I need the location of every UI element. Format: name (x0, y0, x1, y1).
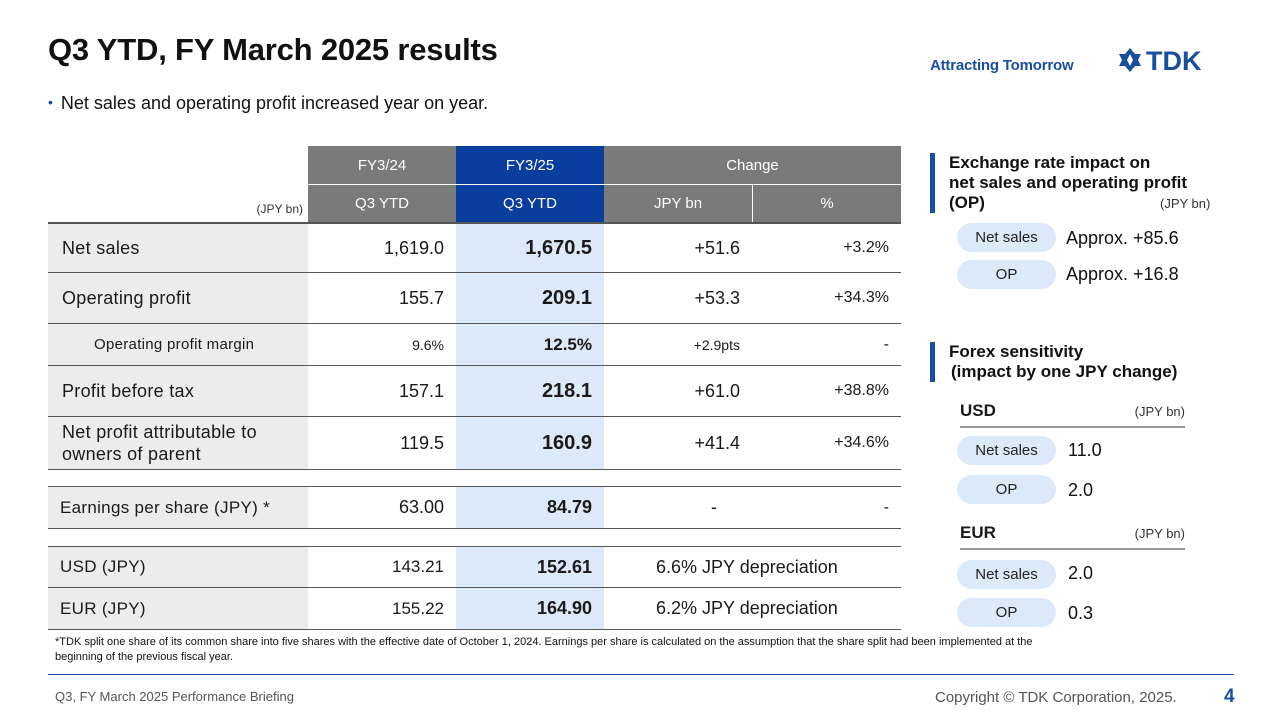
eur-unit: (JPY bn) (1134, 526, 1185, 541)
cell-change-bn: +2.9pts (693, 336, 740, 353)
cell-fy24: 155.7 (398, 287, 444, 308)
usd-net-sales-value: 11.0 (1068, 440, 1102, 460)
cell-fy24: 143.21 (392, 557, 444, 576)
cell-change-pct: +38.8% (834, 382, 889, 399)
forex-title: Forex sensitivity (impact by one JPY cha… (930, 342, 1177, 382)
cell-fy24: 9.6% (412, 336, 444, 353)
usd-op-pill: OP (957, 475, 1056, 504)
cell-fy24: 63.00 (398, 497, 444, 517)
page-title: Q3 YTD, FY March 2025 results (48, 32, 498, 67)
usd-op-value: 2.0 (1068, 480, 1094, 500)
cell-fy25: 152.61 (456, 547, 604, 587)
eur-op-value: 0.3 (1068, 603, 1094, 623)
exchange-impact-title: Exchange rate impact on net sales and op… (930, 153, 1187, 213)
cell-fy25: 218.1 (456, 366, 604, 416)
exchange-unit: (JPY bn) (1160, 196, 1211, 211)
row-label: Net profit attributable to owners of par… (48, 417, 298, 469)
cell-fy25: 209.1 (456, 273, 604, 323)
table-row: Net sales 1,619.0 1,670.5 +51.6 +3.2% (48, 222, 901, 273)
cell-change-bn: +53.3 (694, 287, 740, 308)
usd-name: USD (960, 401, 996, 420)
cell-fy25: 84.79 (456, 487, 604, 528)
table-row: Profit before tax 157.1 218.1 +61.0 +38.… (48, 366, 901, 417)
header-change: Change (604, 146, 901, 184)
cell-fy25: 12.5% (456, 324, 604, 365)
exchange-op-value: Approx. +16.8 (1066, 264, 1179, 284)
subheader-fy24: Q3 YTD (308, 184, 456, 222)
table-unit: (JPY bn) (256, 202, 303, 216)
cell-fy25: 1,670.5 (456, 224, 604, 272)
subheader-pct: % (752, 184, 901, 222)
cell-fy24: 1,619.0 (383, 237, 444, 258)
cell-fy24: 157.1 (398, 380, 444, 401)
cell-change-pct: - (883, 335, 889, 353)
forex-title-line1: Forex sensitivity (949, 342, 1084, 361)
exchange-title-line3: (OP) (949, 193, 985, 212)
summary-text: Net sales and operating profit increased… (60, 93, 489, 113)
eur-net-sales-pill: Net sales (957, 560, 1056, 589)
bullet-icon: • (48, 94, 53, 110)
row-label: Net sales (48, 224, 308, 272)
cell-change-pct: - (883, 498, 889, 516)
footer-briefing-title: Q3, FY March 2025 Performance Briefing (55, 689, 294, 704)
subheader-fy25: Q3 YTD (456, 184, 604, 222)
tdk-logo: TDK (1119, 46, 1202, 74)
footnote: *TDK split one share of its common share… (55, 636, 1033, 663)
cell-fy24: 119.5 (400, 432, 444, 453)
row-label: Operating profit margin (48, 324, 308, 365)
exchange-title-line2: net sales and operating profit (949, 173, 1188, 192)
cell-change-bn: +51.6 (694, 237, 740, 258)
exchange-op-pill: OP (957, 260, 1056, 289)
cell-change-text: 6.2% JPY depreciation (656, 598, 838, 618)
table-header-row-1: FY3/24 FY3/25 Change (48, 146, 901, 184)
row-label: Earnings per share (JPY) * (48, 487, 308, 528)
usd-header: USD (JPY bn) (960, 401, 1185, 428)
cell-change-bn: +61.0 (694, 380, 740, 401)
row-label: Profit before tax (48, 366, 308, 416)
table-row: Earnings per share (JPY) * 63.00 84.79 -… (48, 486, 901, 529)
cell-change-text: 6.6% JPY depreciation (656, 556, 838, 577)
label-pad (298, 417, 308, 469)
exchange-net-sales-pill: Net sales (957, 223, 1056, 252)
cell-change-pct: +34.6% (834, 434, 889, 451)
row-label: USD (JPY) (48, 547, 308, 587)
tagline: Attracting Tomorrow (930, 57, 1074, 74)
table-header-row-2: (JPY bn) Q3 YTD Q3 YTD JPY bn % (48, 184, 901, 222)
usd-net-sales-pill: Net sales (957, 436, 1056, 465)
eur-name: EUR (960, 523, 996, 542)
usd-unit: (JPY bn) (1134, 404, 1185, 419)
cell-fy25: 164.90 (456, 588, 604, 629)
cell-change-pct: +34.3% (834, 289, 889, 306)
row-label: EUR (JPY) (48, 588, 308, 629)
table-row: USD (JPY) 143.21 152.61 6.6% JPY depreci… (48, 546, 901, 588)
cell-change-bn: +41.4 (694, 432, 740, 453)
table-row: Operating profit 155.7 209.1 +53.3 +34.3… (48, 273, 901, 324)
logo-text: TDK (1146, 46, 1202, 74)
table-row: Operating profit margin 9.6% 12.5% +2.9p… (48, 324, 901, 366)
subheader-jpy-bn: JPY bn (604, 184, 752, 222)
cell-change-bn: - (711, 497, 717, 517)
footer-divider (48, 674, 1234, 675)
row-label: Operating profit (48, 273, 308, 323)
cell-change-pct: +3.2% (843, 239, 889, 256)
cell-fy24: 155.22 (392, 598, 444, 618)
cell-fy25: 160.9 (456, 417, 604, 469)
summary-bullet: • Net sales and operating profit increase… (48, 93, 488, 114)
forex-title-line2: (impact by one JPY change) (951, 362, 1178, 381)
exchange-net-sales-value: Approx. +85.6 (1066, 228, 1179, 248)
exchange-title-line1: Exchange rate impact on (949, 153, 1151, 172)
header-fy24: FY3/24 (308, 146, 456, 184)
eur-net-sales-value: 2.0 (1068, 563, 1094, 583)
eur-op-pill: OP (957, 598, 1056, 627)
table-row: Net profit attributable to owners of par… (48, 417, 901, 470)
page-number: 4 (1224, 686, 1235, 707)
table-row: EUR (JPY) 155.22 164.90 6.2% JPY depreci… (48, 588, 901, 630)
eur-header: EUR (JPY bn) (960, 523, 1185, 550)
footer-copyright: Copyright © TDK Corporation, 2025. (935, 689, 1177, 706)
header-fy25: FY3/25 (456, 146, 604, 184)
